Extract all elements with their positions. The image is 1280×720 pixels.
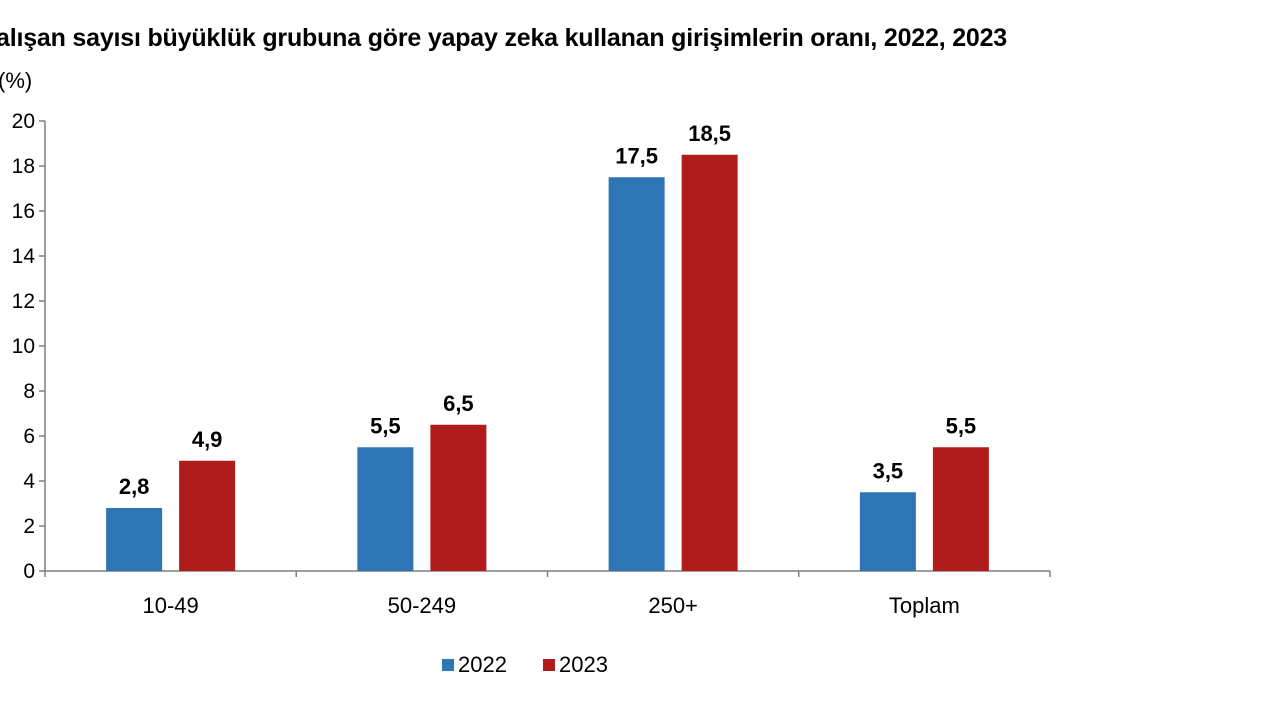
legend-label: 2023 (559, 652, 608, 677)
bar-2023-50-249 (430, 424, 487, 571)
x-tick-label: 250+ (648, 593, 698, 618)
data-label: 5,5 (946, 413, 977, 438)
x-axis: 10-49 50-249 250+ Toplam (44, 570, 1051, 618)
x-tick-label: 50-249 (388, 593, 457, 618)
y-tick-label: 18 (12, 155, 35, 178)
data-labels: 2,8 4,9 5,5 6,5 17,5 18,5 3,5 5,5 (119, 121, 976, 499)
chart-title: alışan sayısı büyüklük grubuna göre yapa… (0, 24, 1008, 52)
data-label: 2,8 (119, 474, 150, 499)
data-label: 17,5 (615, 143, 658, 168)
legend: 2022 2023 (0, 648, 1280, 682)
legend-item-2022: 2022 (442, 648, 507, 682)
y-axis: 0 2 4 6 8 10 12 14 16 18 20 (12, 110, 46, 583)
y-tick-label: 14 (12, 245, 36, 268)
y-tick-label: 8 (23, 380, 35, 403)
y-tick-label: 10 (12, 335, 35, 358)
y-tick-label: 16 (12, 200, 35, 223)
data-label: 18,5 (688, 121, 731, 146)
bar-2023-10-49 (179, 460, 236, 571)
bars (106, 154, 989, 571)
y-tick-label: 12 (12, 290, 35, 313)
data-label: 4,9 (192, 427, 223, 452)
bar-2022-10-49 (106, 508, 163, 571)
bar-2023-Toplam (932, 447, 989, 571)
x-tick-label: Toplam (889, 593, 960, 618)
y-tick-label: 2 (23, 515, 35, 538)
bar-2022-50-249 (357, 447, 414, 571)
x-tick-label: 10-49 (142, 593, 198, 618)
data-label: 6,5 (443, 391, 474, 416)
y-axis-label: (%) (0, 68, 33, 93)
legend-label: 2022 (458, 652, 507, 677)
data-label: 5,5 (370, 413, 401, 438)
legend-swatch (543, 659, 555, 671)
bar-2022-250+ (608, 177, 665, 571)
bar-2022-Toplam (859, 492, 916, 571)
y-tick-label: 6 (23, 425, 35, 448)
y-tick-label: 20 (12, 110, 35, 133)
bar-2023-250+ (681, 154, 738, 571)
data-label: 3,5 (873, 458, 904, 483)
y-tick-label: 0 (23, 560, 35, 583)
y-tick-label: 4 (23, 470, 35, 493)
legend-swatch (442, 659, 454, 671)
legend-item-2023: 2023 (543, 648, 608, 682)
